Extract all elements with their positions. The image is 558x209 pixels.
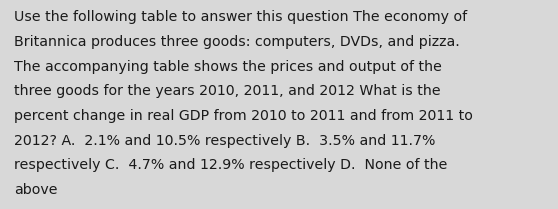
Text: The accompanying table shows the prices and output of the: The accompanying table shows the prices … bbox=[14, 60, 442, 74]
Text: respectively C.  4.7% and 12.9% respectively D.  None of the: respectively C. 4.7% and 12.9% respectiv… bbox=[14, 158, 448, 172]
Text: Britannica produces three goods: computers, DVDs, and pizza.: Britannica produces three goods: compute… bbox=[14, 35, 460, 49]
Text: above: above bbox=[14, 183, 57, 197]
Text: three goods for the years 2010, 2011, and 2012 What is the: three goods for the years 2010, 2011, an… bbox=[14, 84, 441, 98]
Text: 2012? A.  2.1% and 10.5% respectively B.  3.5% and 11.7%: 2012? A. 2.1% and 10.5% respectively B. … bbox=[14, 134, 435, 148]
Text: Use the following table to answer this question The economy of: Use the following table to answer this q… bbox=[14, 10, 467, 24]
Text: percent change in real GDP from 2010 to 2011 and from 2011 to: percent change in real GDP from 2010 to … bbox=[14, 109, 473, 123]
